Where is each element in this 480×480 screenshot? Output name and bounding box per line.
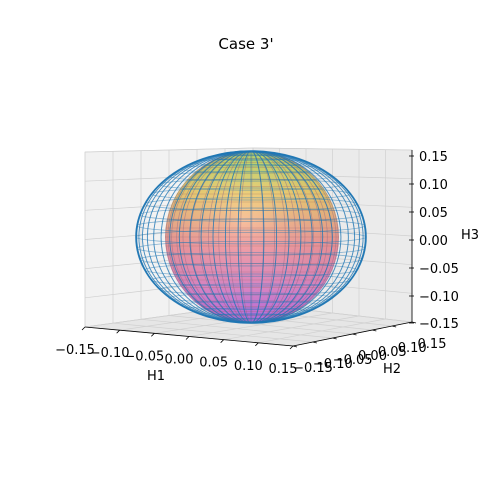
x-tick-label: −0.10	[90, 346, 130, 361]
y-tick-mark	[392, 325, 397, 328]
z-tick-label: 0.00	[419, 234, 448, 249]
x-tick-mark	[255, 342, 259, 347]
y-axis-label: H2	[383, 362, 401, 377]
x-tick-label: −0.05	[124, 349, 164, 364]
y-tick-label: 0.10	[398, 341, 427, 356]
y-tick-label: 0.15	[418, 337, 447, 352]
x-axis-label: H1	[147, 369, 165, 384]
y-tick-mark	[312, 341, 317, 344]
z-tick-label: −0.05	[419, 262, 459, 277]
x-tick-mark	[151, 333, 155, 337]
z-tick-label: −0.10	[419, 290, 459, 305]
x-tick-mark	[81, 326, 86, 331]
grid-line	[84, 147, 254, 153]
sphere-shading	[165, 151, 339, 323]
y-tick-mark	[411, 321, 417, 324]
x-tick-mark	[289, 345, 294, 350]
grid-line	[252, 147, 413, 151]
y-tick-label: −0.15	[293, 361, 333, 376]
x-tick-mark	[116, 329, 120, 334]
z-tick-label: 0.15	[419, 150, 448, 165]
z-axis-label: H3	[461, 228, 479, 243]
x-tick-mark	[185, 336, 190, 340]
inner-sphere	[165, 150, 339, 324]
wire-outline	[135, 150, 367, 324]
z-ticks: 0.15 0.10 0.05 0.00 −0.05 −0.10 −0.15	[409, 150, 459, 332]
x-tick-mark	[220, 339, 224, 343]
z-tick-label: −0.15	[419, 317, 459, 332]
z-tick-label: 0.05	[419, 206, 448, 221]
x-tick-label: 0.15	[269, 362, 298, 377]
y-ticks: −0.15−0.10−0.050.000.050.100.15	[292, 321, 447, 376]
y-tick-mark	[332, 337, 337, 340]
x-tick-label: 0.10	[234, 359, 263, 374]
z-tick-label: 0.10	[419, 178, 448, 193]
y-tick-label: 0.05	[378, 345, 407, 360]
y-tick-mark	[372, 329, 377, 332]
x-tick-label: 0.00	[165, 353, 194, 368]
x-tick-label: −0.15	[55, 343, 95, 358]
y-tick-label: 0.00	[358, 349, 387, 364]
y-tick-mark	[352, 333, 357, 336]
y-tick-label: −0.05	[333, 353, 373, 368]
chart-title: Case 3'	[218, 35, 273, 53]
y-tick-mark	[292, 345, 298, 348]
y-tick-label: −0.10	[313, 357, 353, 372]
outer-wireframe	[135, 150, 367, 324]
x-tick-label: 0.05	[199, 356, 228, 371]
x-ticks: −0.15−0.10−0.05 0.00 0.05 0.10 0.15	[55, 326, 298, 377]
